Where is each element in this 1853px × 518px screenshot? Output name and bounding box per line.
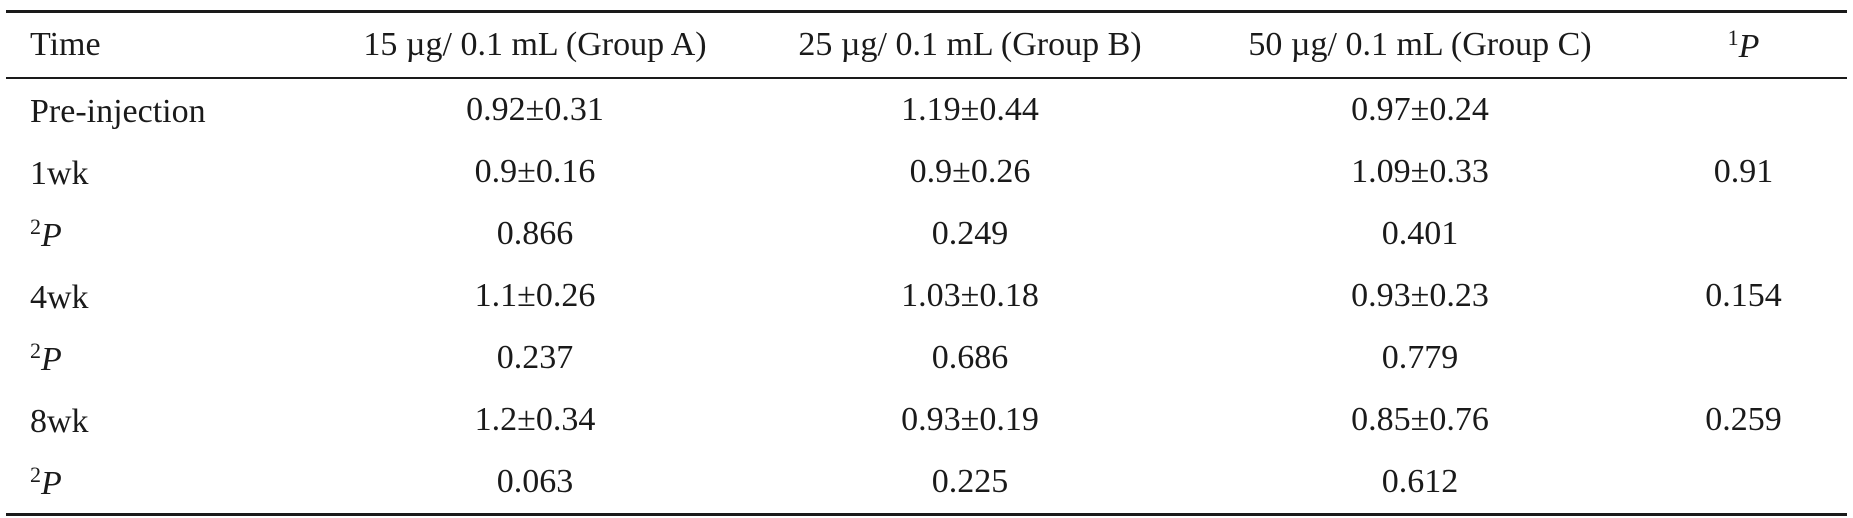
cell-group-b: 0.225 xyxy=(931,463,1009,500)
cell-group-c: 0.779 xyxy=(1381,339,1459,376)
header-group-b: 25 µg/ 0.1 mL (Group B) xyxy=(798,26,1142,63)
header-time: Time xyxy=(30,26,101,63)
row-label: 4wk xyxy=(6,265,330,327)
cell-p-value: 0.91 xyxy=(1713,153,1774,190)
header-p-superscript: 1 xyxy=(1727,24,1739,50)
table-row: 8wk 1.2±0.34 0.93±0.19 0.85±0.76 0.259 xyxy=(6,389,1847,451)
cell-group-a: 0.9±0.16 xyxy=(474,153,596,190)
cell-group-a: 1.1±0.26 xyxy=(474,277,596,314)
row-label-text: Pre-injection xyxy=(30,92,206,130)
cell-group-a: 1.2±0.34 xyxy=(474,401,596,438)
table-row: 1wk 0.9±0.16 0.9±0.26 1.09±0.33 0.91 xyxy=(6,141,1847,203)
row-label: 8wk xyxy=(6,389,330,451)
row-label: Pre-injection xyxy=(6,78,330,141)
cell-p-value: 0.154 xyxy=(1705,277,1782,314)
cell-p-value xyxy=(1640,203,1847,265)
row-label: 2P xyxy=(6,203,330,265)
row-label: 2P xyxy=(6,451,330,515)
table-row: 4wk 1.1±0.26 1.03±0.18 0.93±0.23 0.154 xyxy=(6,265,1847,327)
cell-group-a: 0.063 xyxy=(496,463,574,500)
cell-group-b: 1.03±0.18 xyxy=(901,277,1039,314)
table-body: Pre-injection 0.92±0.31 1.19±0.44 0.97±0… xyxy=(6,78,1847,515)
header-p-letter: P xyxy=(1738,27,1760,65)
header-p-value: 1P xyxy=(1640,12,1847,79)
cell-group-b: 0.686 xyxy=(931,339,1009,376)
table-row: 2P 0.063 0.225 0.612 xyxy=(6,451,1847,515)
cell-group-b: 0.249 xyxy=(931,215,1009,252)
row-label-superscript: 2 xyxy=(30,213,41,239)
cell-p-value xyxy=(1640,327,1847,389)
row-label-text: P xyxy=(41,464,62,502)
results-table-container: Time 15 µg/ 0.1 mL (Group A) 25 µg/ 0.1 … xyxy=(6,10,1847,516)
cell-group-c: 0.85±0.76 xyxy=(1351,401,1489,438)
row-label-superscript: 2 xyxy=(30,461,41,487)
cell-group-b: 1.19±0.44 xyxy=(901,91,1039,128)
cell-group-b: 0.9±0.26 xyxy=(909,153,1031,190)
row-label-text: P xyxy=(41,340,62,378)
cell-group-c: 1.09±0.33 xyxy=(1351,153,1489,190)
cell-p-value: 0.259 xyxy=(1705,401,1782,438)
results-table: Time 15 µg/ 0.1 mL (Group A) 25 µg/ 0.1 … xyxy=(6,10,1847,516)
header-row: Time 15 µg/ 0.1 mL (Group A) 25 µg/ 0.1 … xyxy=(6,11,1847,79)
header-group-c: 50 µg/ 0.1 mL (Group C) xyxy=(1248,26,1592,63)
row-label-superscript: 2 xyxy=(30,337,41,363)
row-label: 2P xyxy=(6,327,330,389)
table-row: Pre-injection 0.92±0.31 1.19±0.44 0.97±0… xyxy=(6,78,1847,141)
row-label-text: 1wk xyxy=(30,154,89,192)
table-header: Time 15 µg/ 0.1 mL (Group A) 25 µg/ 0.1 … xyxy=(6,11,1847,79)
row-label-text: 4wk xyxy=(30,278,89,316)
cell-group-b: 0.93±0.19 xyxy=(901,401,1039,438)
cell-group-a: 0.866 xyxy=(496,215,574,252)
cell-group-a: 0.237 xyxy=(496,339,574,376)
table-row: 2P 0.237 0.686 0.779 xyxy=(6,327,1847,389)
cell-group-c: 0.401 xyxy=(1381,215,1459,252)
cell-group-c: 0.93±0.23 xyxy=(1351,277,1489,314)
cell-group-a: 0.92±0.31 xyxy=(466,91,604,128)
cell-p-value xyxy=(1640,78,1847,141)
header-group-a: 15 µg/ 0.1 mL (Group A) xyxy=(363,26,707,63)
table-row: 2P 0.866 0.249 0.401 xyxy=(6,203,1847,265)
cell-p-value xyxy=(1640,451,1847,515)
cell-group-c: 0.97±0.24 xyxy=(1351,91,1489,128)
row-label: 1wk xyxy=(6,141,330,203)
cell-group-c: 0.612 xyxy=(1381,463,1459,500)
row-label-text: P xyxy=(41,216,62,254)
row-label-text: 8wk xyxy=(30,402,89,440)
